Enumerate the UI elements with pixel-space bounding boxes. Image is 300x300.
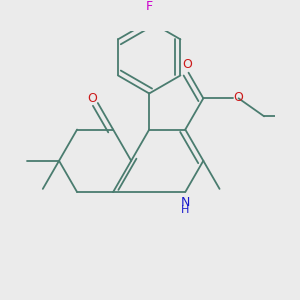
Text: O: O [234,91,244,104]
Text: O: O [87,92,97,105]
Text: N: N [181,196,190,209]
Text: O: O [182,58,192,71]
Text: F: F [146,1,153,13]
Text: H: H [181,205,190,215]
